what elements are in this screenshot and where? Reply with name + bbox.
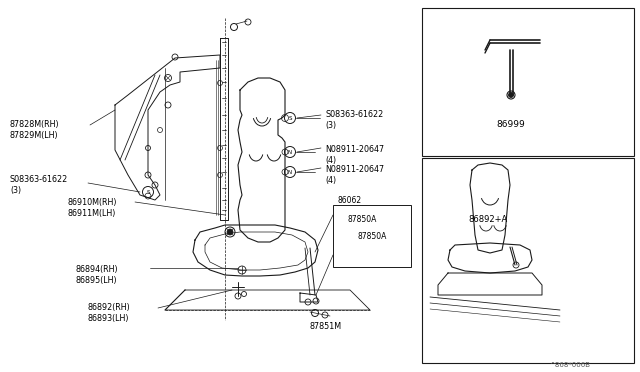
- Circle shape: [509, 93, 513, 97]
- Text: N08911-20647
(4): N08911-20647 (4): [325, 165, 384, 185]
- Text: 86892+A: 86892+A: [468, 215, 508, 224]
- Circle shape: [227, 229, 233, 235]
- Text: 87828M(RH)
87829M(LH): 87828M(RH) 87829M(LH): [10, 120, 60, 140]
- Text: ^868*006B: ^868*006B: [550, 362, 591, 368]
- Text: N: N: [288, 170, 292, 174]
- Text: 86894(RH)
86895(LH): 86894(RH) 86895(LH): [75, 265, 118, 285]
- Bar: [422, 158, 634, 363]
- Text: 86062: 86062: [338, 196, 362, 205]
- Text: N: N: [288, 150, 292, 154]
- Bar: [333, 205, 411, 267]
- Text: 86999: 86999: [497, 120, 525, 129]
- Text: S: S: [288, 115, 292, 121]
- Text: S08363-61622
(3): S08363-61622 (3): [325, 110, 383, 130]
- Text: 87850A: 87850A: [348, 215, 378, 224]
- Text: 86892(RH)
86893(LH): 86892(RH) 86893(LH): [88, 303, 131, 323]
- Text: N08911-20647
(4): N08911-20647 (4): [325, 145, 384, 165]
- Text: S: S: [147, 189, 150, 195]
- Text: 87851M: 87851M: [310, 322, 342, 331]
- Text: 87850A: 87850A: [358, 232, 387, 241]
- Bar: [422, 8, 634, 156]
- Text: S08363-61622
(3): S08363-61622 (3): [10, 175, 68, 195]
- Text: 86910M(RH)
86911M(LH): 86910M(RH) 86911M(LH): [68, 198, 118, 218]
